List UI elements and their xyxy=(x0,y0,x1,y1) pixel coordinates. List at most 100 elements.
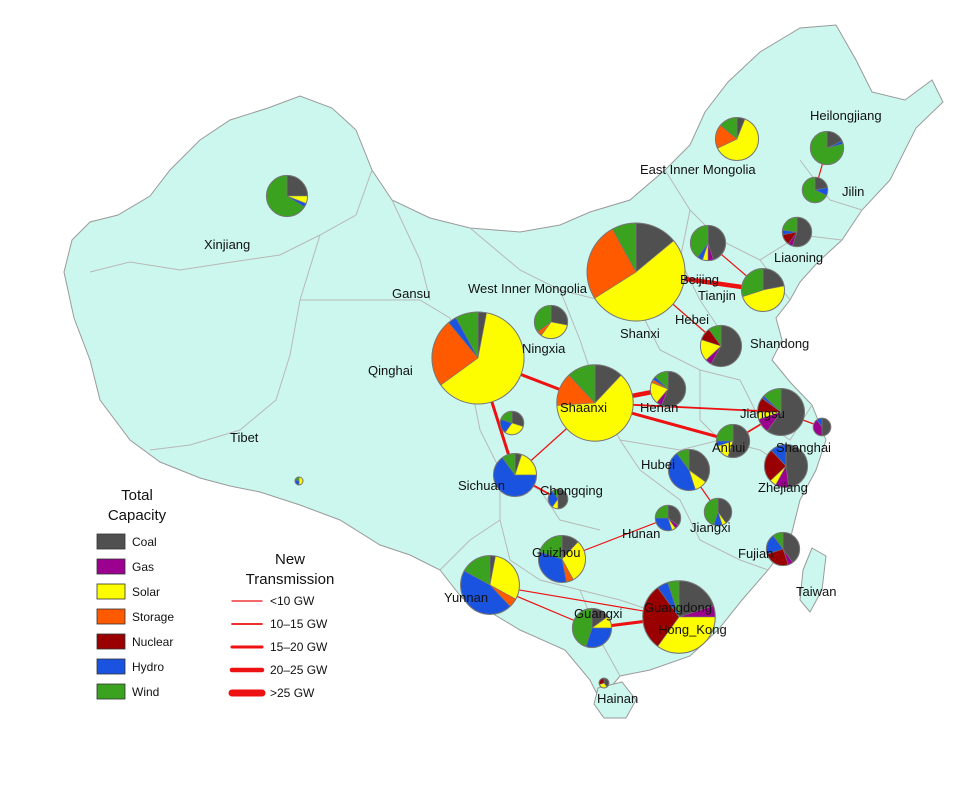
label-fujian: Fujian xyxy=(738,546,773,561)
pie-outline-qinghai xyxy=(431,311,525,405)
pie-outline-tibet xyxy=(294,476,304,486)
label-hong-kong: Hong_Kong xyxy=(658,622,727,637)
pie-tibet xyxy=(294,476,304,486)
pie-outline-shaanxi xyxy=(556,364,634,442)
legend-capacity-items: Coal Gas Solar Storage Nuclear Hydro Wind xyxy=(96,533,174,700)
legend-capacity-title-2: Capacity xyxy=(108,507,167,524)
legend-transmission-title-2: Transmission xyxy=(246,571,335,588)
pie-guangdong xyxy=(642,580,716,654)
label-guangxi: Guangxi xyxy=(574,606,623,621)
pie-qinghai xyxy=(431,311,525,405)
label-zhejiang: Zhejiang xyxy=(758,480,808,495)
pie-outline-shandong xyxy=(699,324,743,368)
label-shanxi: Shanxi xyxy=(620,326,660,341)
pie-outline-fujian xyxy=(765,531,801,567)
pie-outline-hunan xyxy=(654,504,682,532)
legend-swatch-wind xyxy=(96,683,126,700)
label-hunan: Hunan xyxy=(622,526,660,541)
pie-outline-hebei xyxy=(740,267,786,313)
label-jilin: Jilin xyxy=(842,184,864,199)
label-heilongjiang: Heilongjiang xyxy=(810,108,882,123)
label-hubei: Hubei xyxy=(641,457,675,472)
pie-jilin xyxy=(801,176,829,204)
legend-label-coal: Coal xyxy=(132,535,157,549)
label-guangdong: Guangdong xyxy=(644,600,712,615)
legend-label-nuclear: Nuclear xyxy=(132,635,173,649)
pie-hubei xyxy=(667,448,711,492)
pie-outline-west-inner-mongolia xyxy=(586,222,686,322)
pie-outline-zhejiang xyxy=(763,443,809,489)
legend-swatch-coal xyxy=(96,533,126,550)
pie-outline-east-inner-mongolia xyxy=(714,116,760,162)
legend-swatch-hydro xyxy=(96,658,126,675)
pie-guizhou xyxy=(537,534,587,584)
label-yunnan: Yunnan xyxy=(444,590,488,605)
legend-label-wind: Wind xyxy=(132,685,159,699)
pie-outline-beijing xyxy=(689,224,727,262)
pie-yunnan xyxy=(460,555,520,615)
label-beijing: Beijing xyxy=(680,272,719,287)
legend-line-label-4: 20–25 GW xyxy=(270,663,328,677)
pie-outline-guizhou xyxy=(537,534,587,584)
label-hebei: Hebei xyxy=(675,312,709,327)
pie-outline-heilongjiang xyxy=(809,130,845,166)
label-jiangxi: Jiangxi xyxy=(690,520,731,535)
label-henan: Henan xyxy=(640,400,678,415)
hainan-island xyxy=(593,681,637,719)
legend-transmission-items: <10 GW 10–15 GW 15–20 GW 20–25 GW >25 GW xyxy=(228,594,328,700)
label-liaoning: Liaoning xyxy=(774,250,823,265)
pie-outline-jiangxi xyxy=(703,497,733,527)
legend-line-label-3: 15–20 GW xyxy=(270,640,328,654)
label-east-inner-mongolia: East Inner Mongolia xyxy=(640,162,756,177)
pie-liaoning xyxy=(781,216,813,248)
pie-outline-guangxi xyxy=(571,607,613,649)
legend-transmission-title-1: New xyxy=(275,551,305,568)
legend-total-capacity: Total Capacity Coal Gas Solar Storage Nuclea… xyxy=(96,487,174,700)
pie-outline-gansu xyxy=(499,410,525,436)
pie-shaanxi xyxy=(556,364,634,442)
pie-jiangsu xyxy=(756,387,806,437)
legend-line-label-5: >25 GW xyxy=(270,686,315,700)
pie-outline-shanghai xyxy=(812,417,832,437)
pie-shanghai xyxy=(812,417,832,437)
pie-fujian xyxy=(765,531,801,567)
pie-outline-hubei xyxy=(667,448,711,492)
pie-outline-ningxia xyxy=(533,304,569,340)
pie-outline-jilin xyxy=(801,176,829,204)
label-xinjiang: Xinjiang xyxy=(204,237,250,252)
pie-outline-xinjiang xyxy=(265,174,309,218)
label-jiangsu: Jiangsu xyxy=(740,406,785,421)
pie-east-inner-mongolia xyxy=(714,116,760,162)
legend-line-label-1: <10 GW xyxy=(270,594,315,608)
legend-new-transmission: New Transmission <10 GW 10–15 GW 15–20 GW 2… xyxy=(228,551,335,700)
pie-jiangxi xyxy=(703,497,733,527)
legend-swatch-storage xyxy=(96,608,126,625)
label-shaanxi: Shaanxi xyxy=(560,400,607,415)
pie-outline-anhui xyxy=(715,423,751,459)
label-west-inner-mongolia: West Inner Mongolia xyxy=(468,281,588,296)
pie-hainan xyxy=(598,677,610,689)
pie-outline-chongqing xyxy=(547,488,569,510)
pie-outline-jiangsu xyxy=(756,387,806,437)
region-labels: Xinjiang Tibet Qinghai Gansu West Inner … xyxy=(204,108,882,706)
label-anhui: Anhui xyxy=(712,440,745,455)
legend-line-label-2: 10–15 GW xyxy=(270,617,328,631)
label-chongqing: Chongqing xyxy=(540,483,603,498)
label-guizhou: Guizhou xyxy=(532,545,580,560)
label-qinghai: Qinghai xyxy=(368,363,413,378)
pie-outline-yunnan xyxy=(460,555,520,615)
legend-label-gas: Gas xyxy=(132,560,154,574)
capacity-pies xyxy=(265,116,845,689)
label-hainan: Hainan xyxy=(597,691,638,706)
label-tianjin: Tianjin xyxy=(698,288,736,303)
pie-xinjiang xyxy=(265,174,309,218)
pie-chongqing xyxy=(547,488,569,510)
pie-henan xyxy=(649,370,687,408)
pie-outline-guangdong xyxy=(642,580,716,654)
pie-hunan xyxy=(654,504,682,532)
pie-outline-sichuan xyxy=(492,452,538,498)
label-ningxia: Ningxia xyxy=(522,341,566,356)
legend-swatch-solar xyxy=(96,583,126,600)
label-sichuan: Sichuan xyxy=(458,478,505,493)
legend-swatch-gas xyxy=(96,558,126,575)
